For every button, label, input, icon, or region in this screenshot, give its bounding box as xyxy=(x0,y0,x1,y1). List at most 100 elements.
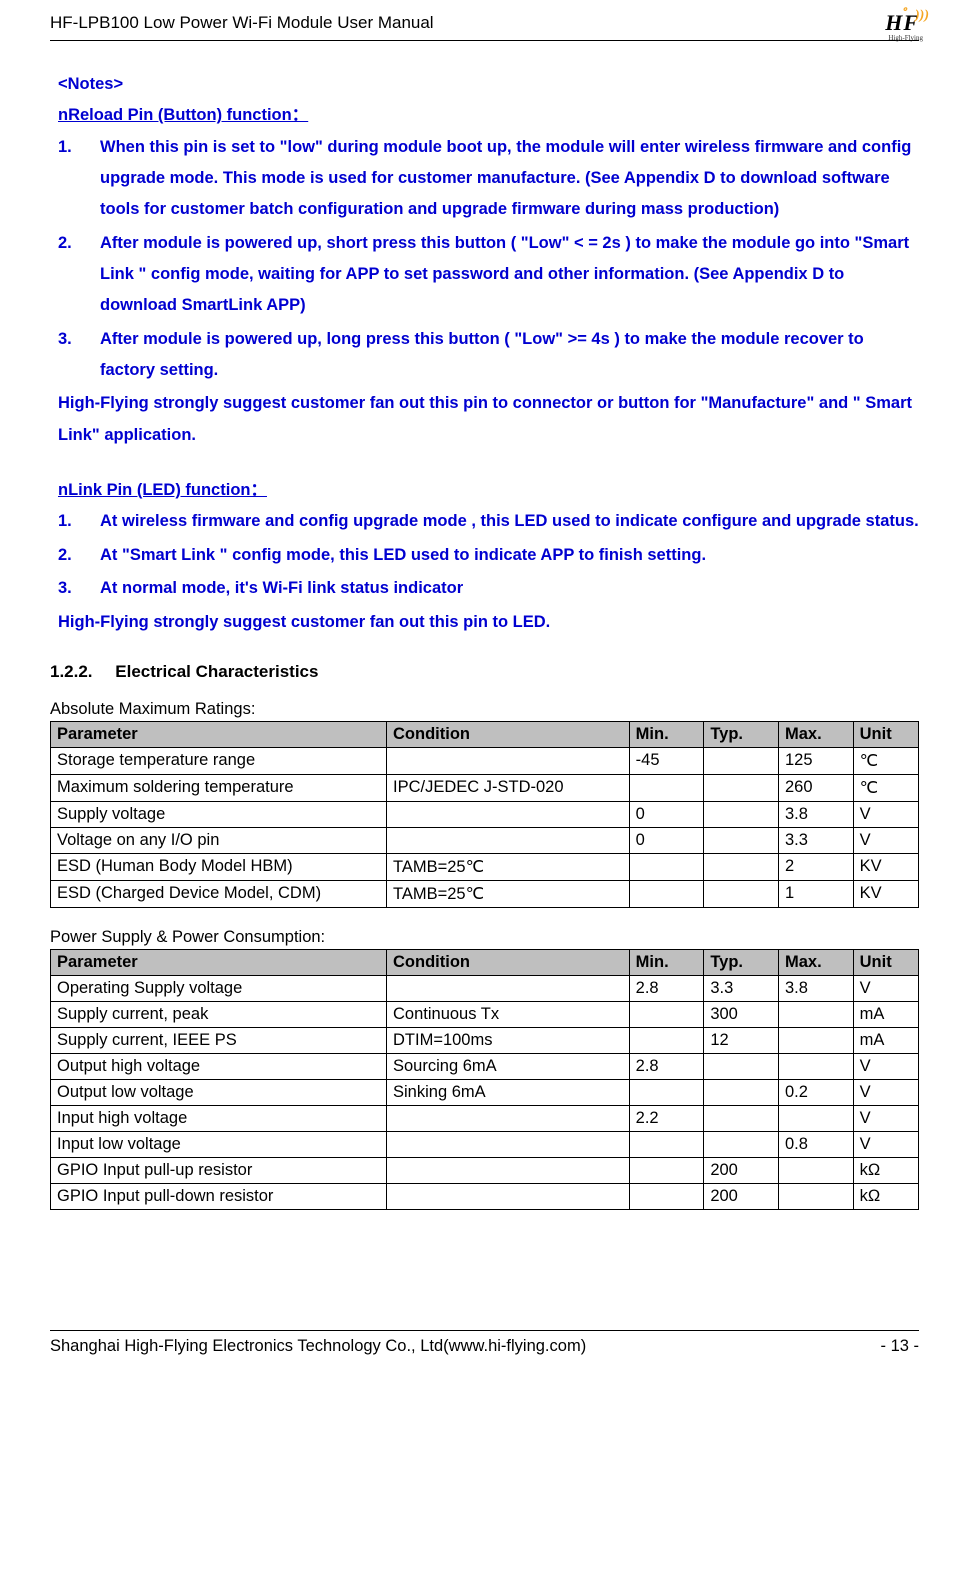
table-cell xyxy=(629,853,704,880)
table-row: Input low voltage0.8V xyxy=(51,1131,919,1157)
list-item: 2. After module is powered up, short pre… xyxy=(58,228,919,322)
table-cell: V xyxy=(853,1105,918,1131)
table-cell: 125 xyxy=(778,747,853,774)
table-cell: V xyxy=(853,801,918,827)
table-cell xyxy=(387,747,630,774)
table-cell: GPIO Input pull-up resistor xyxy=(51,1157,387,1183)
table-cell: Maximum soldering temperature xyxy=(51,774,387,801)
table-row: GPIO Input pull-down resistor200kΩ xyxy=(51,1183,919,1209)
table-row: Supply voltage 0 3.8V xyxy=(51,801,919,827)
table-cell xyxy=(778,1183,853,1209)
table-cell: V xyxy=(853,1131,918,1157)
item-text: After module is powered up, short press … xyxy=(100,228,919,322)
table-cell xyxy=(629,1027,704,1053)
table-row: Maximum soldering temperatureIPC/JEDEC J… xyxy=(51,774,919,801)
table-cell: Sinking 6mA xyxy=(387,1079,630,1105)
table-cell: 3.3 xyxy=(778,827,853,853)
table-cell xyxy=(629,1183,704,1209)
table-cell xyxy=(704,774,779,801)
col-header: Condition xyxy=(387,721,630,747)
section-heading: 1.2.2. Electrical Characteristics xyxy=(50,662,919,682)
table-cell: 2 xyxy=(778,853,853,880)
nlink-list: 1. At wireless firmware and config upgra… xyxy=(58,506,919,604)
table-cell: Storage temperature range xyxy=(51,747,387,774)
table-cell: 12 xyxy=(704,1027,779,1053)
table-cell: Output low voltage xyxy=(51,1079,387,1105)
table-cell xyxy=(387,827,630,853)
company-logo: HF ゜))) High-Flying xyxy=(885,10,919,36)
table-cell: kΩ xyxy=(853,1183,918,1209)
table-cell xyxy=(629,1001,704,1027)
table-cell: DTIM=100ms xyxy=(387,1027,630,1053)
nreload-list: 1. When this pin is set to "low" during … xyxy=(58,132,919,387)
table-cell xyxy=(778,1001,853,1027)
table-cell: Supply voltage xyxy=(51,801,387,827)
table-cell: 300 xyxy=(704,1001,779,1027)
table-cell: -45 xyxy=(629,747,704,774)
col-header: Min. xyxy=(629,721,704,747)
table-cell: Input high voltage xyxy=(51,1105,387,1131)
table-cell: TAMB=25℃ xyxy=(387,880,630,907)
table-cell xyxy=(778,1157,853,1183)
table-cell: 0 xyxy=(629,827,704,853)
table-cell: V xyxy=(853,1053,918,1079)
table-cell: V xyxy=(853,827,918,853)
table-cell: GPIO Input pull-down resistor xyxy=(51,1183,387,1209)
table-cell: ESD (Charged Device Model, CDM) xyxy=(51,880,387,907)
table-cell xyxy=(629,880,704,907)
table-header-row: Parameter Condition Min. Typ. Max. Unit xyxy=(51,949,919,975)
page-footer: Shanghai High-Flying Electronics Technol… xyxy=(50,1330,919,1376)
item-text: At "Smart Link " config mode, this LED u… xyxy=(100,540,919,571)
table-cell xyxy=(778,1027,853,1053)
table-cell: mA xyxy=(853,1027,918,1053)
list-item: 1. At wireless firmware and config upgra… xyxy=(58,506,919,537)
notes-title: <Notes> xyxy=(58,69,919,100)
item-number: 1. xyxy=(58,132,100,226)
table-cell xyxy=(778,1053,853,1079)
table-cell: TAMB=25℃ xyxy=(387,853,630,880)
table-row: Storage temperature range -45 125℃ xyxy=(51,747,919,774)
item-number: 2. xyxy=(58,540,100,571)
table-cell xyxy=(704,1105,779,1131)
table-cell: V xyxy=(853,1079,918,1105)
col-header: Parameter xyxy=(51,949,387,975)
table-cell xyxy=(704,1079,779,1105)
table-cell: 2.8 xyxy=(629,1053,704,1079)
table-cell xyxy=(387,1131,630,1157)
table-cell: Operating Supply voltage xyxy=(51,975,387,1001)
list-item: 1. When this pin is set to "low" during … xyxy=(58,132,919,226)
table-cell: 260 xyxy=(778,774,853,801)
col-header: Condition xyxy=(387,949,630,975)
table-cell: 1 xyxy=(778,880,853,907)
table-cell xyxy=(387,1157,630,1183)
table-cell: 0 xyxy=(629,801,704,827)
table-row: GPIO Input pull-up resistor 200 kΩ xyxy=(51,1157,919,1183)
table-cell xyxy=(629,1131,704,1157)
table-cell: 3.8 xyxy=(778,801,853,827)
table-caption: Power Supply & Power Consumption: xyxy=(50,928,919,947)
nreload-suggestion: High-Flying strongly suggest customer fa… xyxy=(58,388,919,451)
table-cell: ℃ xyxy=(853,747,918,774)
table-cell: KV xyxy=(853,853,918,880)
table-row: ESD (Human Body Model HBM)TAMB=25℃ 2KV xyxy=(51,853,919,880)
table-cell: Voltage on any I/O pin xyxy=(51,827,387,853)
list-item: 3. After module is powered up, long pres… xyxy=(58,324,919,387)
table-cell: IPC/JEDEC J-STD-020 xyxy=(387,774,630,801)
table-cell: ESD (Human Body Model HBM) xyxy=(51,853,387,880)
table-row: Operating Supply voltage2.83.33.8V xyxy=(51,975,919,1001)
table-cell: Supply current, IEEE PS xyxy=(51,1027,387,1053)
table-header-row: Parameter Condition Min. Typ. Max. Unit xyxy=(51,721,919,747)
table-cell: 200 xyxy=(704,1157,779,1183)
table-caption: Absolute Maximum Ratings: xyxy=(50,700,919,719)
table-cell: Sourcing 6mA xyxy=(387,1053,630,1079)
item-text: At wireless firmware and config upgrade … xyxy=(100,506,919,537)
table-cell xyxy=(629,774,704,801)
table-row: ESD (Charged Device Model, CDM)TAMB=25℃ 1… xyxy=(51,880,919,907)
section-title: Electrical Characteristics xyxy=(115,662,318,681)
table-row: Input high voltage2.2V xyxy=(51,1105,919,1131)
table-cell: Output high voltage xyxy=(51,1053,387,1079)
table-cell: kΩ xyxy=(853,1157,918,1183)
document-title: HF-LPB100 Low Power Wi-Fi Module User Ma… xyxy=(50,13,434,33)
table-row: Output high voltageSourcing 6mA2.8 V xyxy=(51,1053,919,1079)
table-cell: 0.2 xyxy=(778,1079,853,1105)
